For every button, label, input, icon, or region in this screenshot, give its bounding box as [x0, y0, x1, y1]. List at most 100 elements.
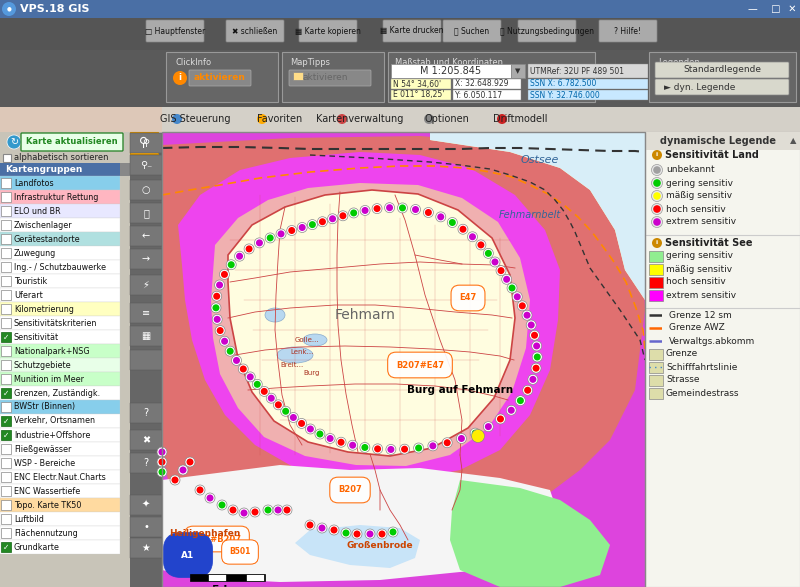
Bar — [0, 316, 120, 329]
Circle shape — [651, 164, 662, 176]
Circle shape — [213, 304, 219, 311]
Circle shape — [265, 507, 271, 514]
Text: B207#E47: B207#E47 — [396, 360, 444, 369]
Circle shape — [362, 444, 368, 451]
Circle shape — [512, 292, 522, 302]
Circle shape — [444, 439, 450, 446]
Circle shape — [157, 447, 167, 457]
Text: ✓: ✓ — [3, 417, 9, 426]
Text: ELO und BR: ELO und BR — [14, 207, 61, 215]
Text: ✋: ✋ — [143, 208, 149, 218]
Circle shape — [436, 212, 446, 222]
Bar — [0, 18, 162, 132]
Circle shape — [399, 204, 406, 211]
Circle shape — [173, 71, 187, 85]
Circle shape — [509, 285, 515, 292]
Bar — [130, 430, 162, 450]
Bar — [162, 132, 645, 587]
Circle shape — [290, 414, 297, 421]
FancyBboxPatch shape — [599, 20, 657, 42]
Circle shape — [307, 426, 314, 433]
Circle shape — [246, 373, 254, 380]
Bar — [1, 262, 11, 272]
Text: hoch sensitiv: hoch sensitiv — [666, 204, 726, 214]
Text: ?: ? — [143, 408, 149, 418]
Bar — [0, 428, 120, 441]
Bar — [130, 226, 162, 246]
Text: Großenbrode: Großenbrode — [346, 541, 414, 549]
Circle shape — [428, 441, 438, 451]
Circle shape — [496, 266, 506, 276]
Text: Fehmarnbelt: Fehmarnbelt — [499, 210, 561, 220]
Text: E 011° 18,25': E 011° 18,25' — [393, 90, 444, 100]
Bar — [0, 260, 120, 274]
Bar — [391, 90, 451, 100]
Bar — [453, 79, 521, 89]
Circle shape — [483, 421, 494, 431]
Bar — [1, 388, 11, 398]
Text: Luftbild: Luftbild — [14, 514, 44, 524]
Circle shape — [286, 225, 297, 235]
Circle shape — [288, 413, 298, 423]
Circle shape — [522, 385, 533, 395]
Circle shape — [221, 338, 228, 345]
Text: Grenze: Grenze — [666, 349, 698, 359]
Text: Munition im Meer: Munition im Meer — [14, 375, 84, 383]
Circle shape — [219, 269, 230, 279]
Circle shape — [275, 402, 282, 409]
Circle shape — [327, 214, 338, 224]
Bar — [130, 350, 162, 370]
Circle shape — [341, 528, 351, 538]
Bar — [391, 64, 511, 78]
Circle shape — [339, 212, 346, 220]
Text: □: □ — [765, 4, 781, 14]
Bar — [0, 526, 120, 539]
Text: ClickInfo: ClickInfo — [175, 58, 211, 67]
Text: Gerätestandorte: Gerätestandorte — [14, 234, 81, 244]
Circle shape — [278, 230, 285, 237]
Circle shape — [298, 224, 306, 231]
Text: ✕: ✕ — [782, 4, 796, 14]
Bar — [1, 514, 11, 524]
Circle shape — [297, 419, 306, 429]
Text: ? Hilfe!: ? Hilfe! — [614, 26, 642, 35]
Bar — [0, 302, 120, 315]
Circle shape — [654, 205, 661, 213]
Bar — [130, 155, 162, 175]
FancyBboxPatch shape — [655, 62, 789, 78]
Bar — [0, 204, 120, 218]
Circle shape — [216, 282, 223, 288]
Circle shape — [265, 233, 275, 243]
Text: ←: ← — [142, 231, 150, 241]
Circle shape — [526, 320, 536, 330]
Bar — [0, 344, 120, 357]
Bar — [208, 574, 226, 581]
Bar — [130, 275, 162, 295]
Circle shape — [528, 322, 534, 329]
Text: Landfotos: Landfotos — [14, 178, 54, 187]
Text: gering sensitiv: gering sensitiv — [666, 251, 733, 261]
Text: Burg: Burg — [303, 370, 319, 376]
Text: UTMRef: 32U PF 489 501: UTMRef: 32U PF 489 501 — [530, 66, 624, 76]
Circle shape — [256, 239, 263, 247]
Circle shape — [654, 166, 661, 174]
Circle shape — [259, 386, 270, 396]
FancyBboxPatch shape — [282, 52, 384, 102]
Text: aktivieren: aktivieren — [302, 73, 348, 83]
Circle shape — [251, 508, 258, 515]
Circle shape — [531, 332, 538, 339]
Circle shape — [281, 406, 290, 416]
Circle shape — [530, 376, 536, 383]
Circle shape — [354, 531, 361, 538]
Circle shape — [233, 357, 240, 364]
Bar — [0, 50, 800, 107]
Circle shape — [158, 448, 166, 456]
Circle shape — [212, 291, 222, 301]
Text: GIS Steuerung: GIS Steuerung — [160, 114, 230, 124]
Polygon shape — [295, 525, 420, 568]
Circle shape — [438, 213, 444, 220]
Text: mäßig sensitiv: mäßig sensitiv — [666, 191, 732, 201]
FancyBboxPatch shape — [166, 52, 278, 102]
Circle shape — [338, 438, 345, 446]
Circle shape — [398, 203, 407, 213]
